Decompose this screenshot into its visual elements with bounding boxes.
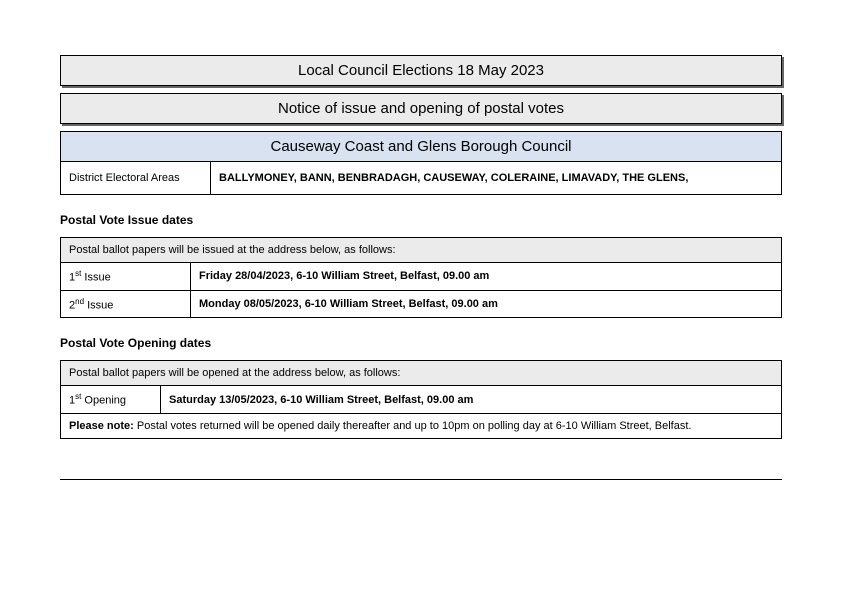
dea-label: District Electoral Areas	[61, 162, 211, 195]
opening-note-row: Please note: Postal votes returned will …	[61, 413, 782, 438]
opening-intro-row: Postal ballot papers will be opened at t…	[61, 361, 782, 386]
bottom-rule	[60, 479, 782, 480]
issue-intro: Postal ballot papers will be issued at t…	[61, 238, 782, 263]
issue-2-label: 2nd Issue	[61, 290, 191, 318]
issue-intro-row: Postal ballot papers will be issued at t…	[61, 238, 782, 263]
dea-list: BALLYMONEY, BANN, BENBRADAGH, CAUSEWAY, …	[211, 162, 782, 195]
issue-2-value: Monday 08/05/2023, 6-10 William Street, …	[191, 290, 782, 318]
issue-row-1: 1st Issue Friday 28/04/2023, 6-10 Willia…	[61, 263, 782, 291]
opening-intro: Postal ballot papers will be opened at t…	[61, 361, 782, 386]
issue-1-label: 1st Issue	[61, 263, 191, 291]
dea-row: District Electoral Areas BALLYMONEY, BAN…	[61, 162, 782, 195]
opening-table: Postal ballot papers will be opened at t…	[60, 360, 782, 439]
opening-heading: Postal Vote Opening dates	[60, 336, 782, 350]
issue-row-2: 2nd Issue Monday 08/05/2023, 6-10 Willia…	[61, 290, 782, 318]
opening-1-value: Saturday 13/05/2023, 6-10 William Street…	[161, 386, 782, 414]
council-name: Causeway Coast and Glens Borough Council	[60, 131, 782, 162]
main-title-2: Notice of issue and opening of postal vo…	[60, 93, 782, 124]
issue-1-value: Friday 28/04/2023, 6-10 William Street, …	[191, 263, 782, 291]
main-title-1: Local Council Elections 18 May 2023	[60, 55, 782, 86]
opening-1-label: 1st Opening	[61, 386, 161, 414]
opening-row-1: 1st Opening Saturday 13/05/2023, 6-10 Wi…	[61, 386, 782, 414]
issue-table: Postal ballot papers will be issued at t…	[60, 237, 782, 318]
dea-table: District Electoral Areas BALLYMONEY, BAN…	[60, 162, 782, 195]
issue-heading: Postal Vote Issue dates	[60, 213, 782, 227]
opening-note: Please note: Postal votes returned will …	[61, 413, 782, 438]
